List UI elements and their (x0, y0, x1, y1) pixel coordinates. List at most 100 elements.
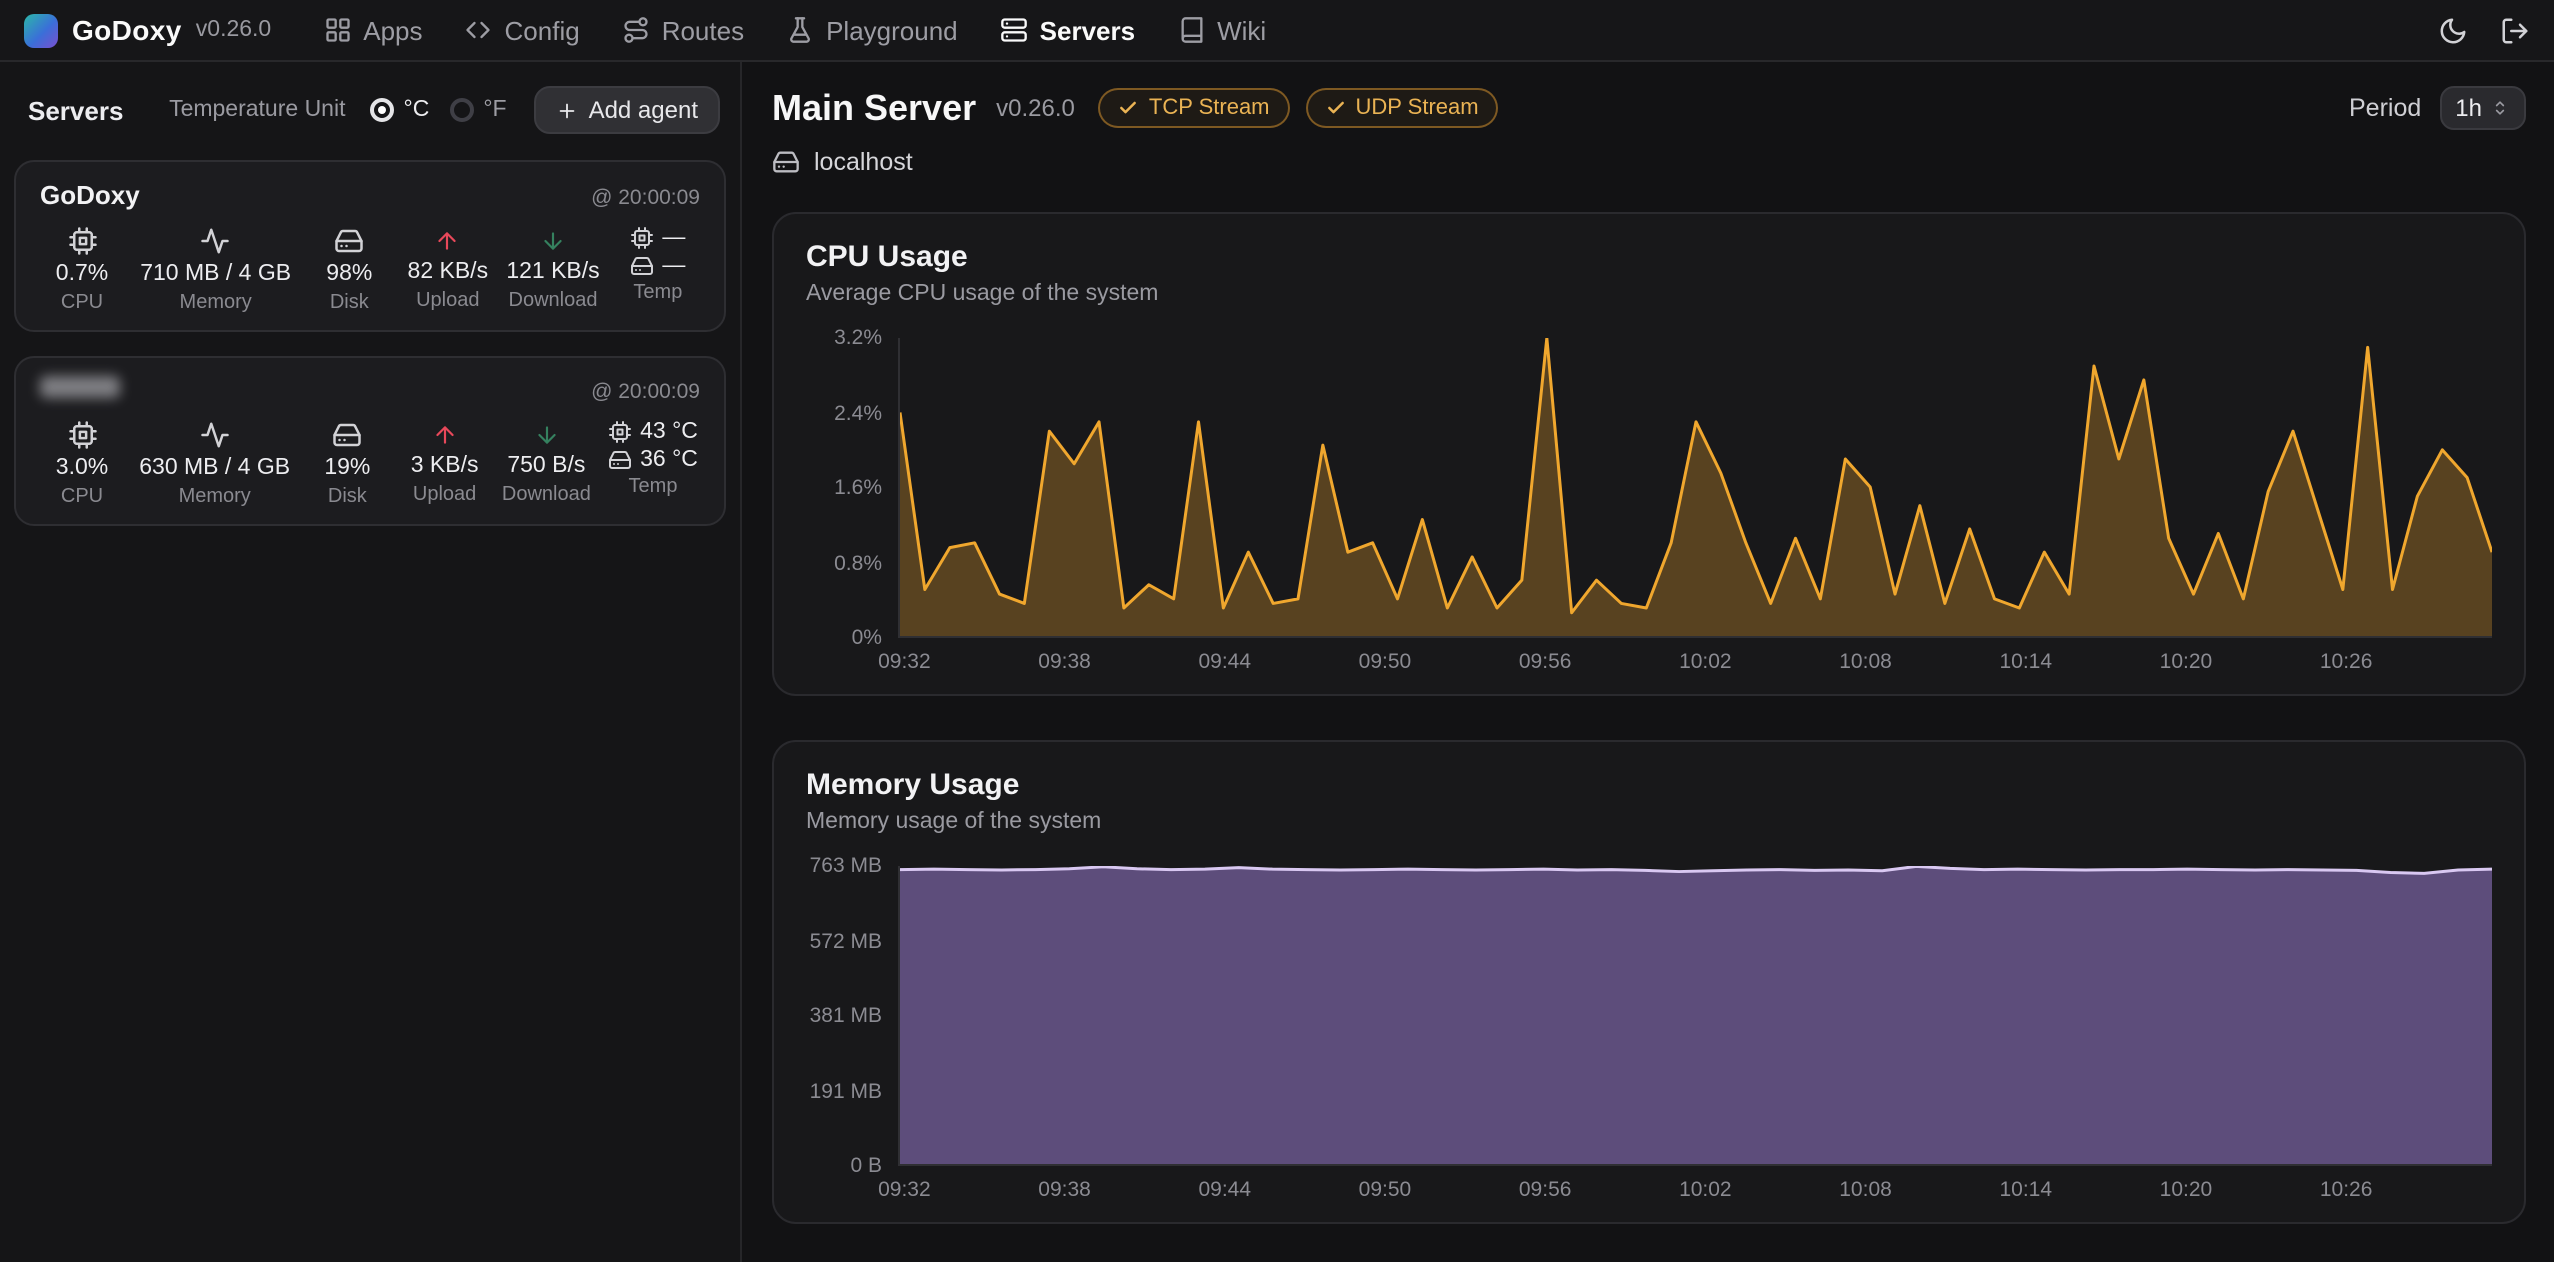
nav-item-config[interactable]: Config (465, 15, 580, 45)
servers-sidebar: Servers Temperature Unit °C °F Add agent (0, 62, 742, 1262)
nav-item-routes[interactable]: Routes (622, 15, 744, 45)
server-card-redacted[interactable]: @ 20:00:09 3.0% CPU 630 MB / 4 GB Memory (14, 356, 726, 526)
cpu-chart-yaxis: 3.2% 2.4% 1.6% 0.8% 0% (834, 326, 882, 650)
memory-value: 630 MB / 4 GB (139, 456, 291, 480)
nav-label-servers: Servers (1039, 15, 1136, 45)
route-icon (622, 16, 650, 44)
godoxy-logo-icon (24, 13, 58, 47)
server-card-list: GoDoxy @ 20:00:09 0.7% CPU 710 MB / 4 GB… (0, 134, 740, 526)
disk-temp-row: — (630, 254, 685, 278)
upload-label: Upload (416, 290, 480, 312)
stat-upload: 82 KB/s Upload (407, 226, 489, 312)
temp-label: Temp (628, 476, 678, 498)
brand[interactable]: GoDoxy v0.26.0 (24, 13, 271, 47)
disk-temp-row: 36 °C (608, 448, 698, 472)
download-value: 750 B/s (507, 454, 586, 478)
upload-value: 82 KB/s (407, 260, 489, 284)
server-card-header: @ 20:00:09 (40, 376, 700, 404)
nav-item-playground[interactable]: Playground (786, 15, 958, 45)
hard-drive-icon (608, 448, 632, 472)
disk-value: 98% (326, 262, 373, 286)
disk-temp-value: 36 °C (640, 448, 698, 472)
nav-label-routes: Routes (661, 15, 745, 45)
memory-label: Memory (178, 486, 251, 508)
disk-temp-value: — (662, 254, 686, 278)
activity-icon (200, 420, 230, 450)
cpu-temp-value: — (662, 226, 686, 250)
period-label: Period (2349, 94, 2422, 122)
memory-chart-xaxis: 09:32 09:38 09:44 09:50 09:56 10:02 10:08 10:14… (878, 1178, 2373, 1202)
cpu-chip-icon (608, 420, 632, 444)
upload-value: 3 KB/s (410, 454, 479, 478)
stat-temp: — — Temp (618, 226, 698, 304)
hard-drive-icon (630, 254, 654, 278)
plus-icon (557, 99, 579, 121)
download-label: Download (508, 290, 598, 312)
memory-chart: 763 MB 572 MB 381 MB 191 MB 0 B 09:32 09:38 09… (806, 854, 2492, 1206)
server-name: GoDoxy (40, 180, 140, 210)
server-stats-row: 0.7% CPU 710 MB / 4 GB Memory 98% Disk (40, 226, 700, 314)
flask-icon (786, 16, 814, 44)
stream-badges: TCP Stream UDP Stream (1098, 88, 1499, 128)
cpu-temp-row: — (630, 226, 685, 250)
host-name: localhost (814, 148, 913, 176)
temp-label: Temp (633, 282, 683, 304)
upload-arrow-icon (435, 228, 461, 254)
server-card-header: GoDoxy @ 20:00:09 (40, 180, 700, 210)
memory-value: 710 MB / 4 GB (140, 262, 292, 286)
celsius-label: °C (403, 98, 430, 122)
main-nav: Apps Config Routes Playground Servers Wi… (323, 15, 1266, 45)
code-icon (465, 16, 493, 44)
nav-item-servers[interactable]: Servers (1000, 15, 1135, 45)
book-icon (1177, 16, 1205, 44)
cpu-chip-icon (67, 420, 97, 450)
cpu-value: 0.7% (55, 262, 109, 286)
stat-memory: 710 MB / 4 GB Memory (140, 226, 291, 314)
brand-version: v0.26.0 (195, 18, 272, 42)
memory-usage-card: Memory Usage Memory usage of the system … (772, 740, 2526, 1224)
disk-value: 19% (324, 456, 371, 480)
sidebar-title: Servers (28, 95, 124, 125)
server-timestamp: @ 20:00:09 (591, 380, 700, 404)
navbar-actions (2438, 15, 2530, 45)
server-stats-row: 3.0% CPU 630 MB / 4 GB Memory 19% Disk (40, 420, 700, 508)
logout-icon[interactable] (2500, 15, 2530, 45)
server-name-redacted (40, 376, 120, 398)
nav-label-config: Config (504, 15, 580, 45)
temperature-unit-label: Temperature Unit (169, 98, 346, 122)
radio-dot-fahrenheit (449, 98, 474, 122)
udp-stream-label: UDP Stream (1355, 96, 1479, 120)
server-card-godoxy[interactable]: GoDoxy @ 20:00:09 0.7% CPU 710 MB / 4 GB… (14, 160, 726, 332)
nav-item-wiki[interactable]: Wiki (1177, 15, 1266, 45)
cpu-chart-title: CPU Usage (806, 240, 968, 274)
cpu-area-chart (900, 338, 2492, 636)
cpu-chart: 3.2% 2.4% 1.6% 0.8% 0% 09:32 09:38 09:44 09:50 0… (806, 326, 2492, 678)
activity-icon (201, 226, 231, 256)
cpu-value: 3.0% (55, 456, 109, 480)
add-agent-button[interactable]: Add agent (534, 86, 720, 134)
stat-upload: 3 KB/s Upload (405, 420, 485, 506)
memory-chart-title: Memory Usage (806, 768, 1020, 802)
download-arrow-icon (540, 228, 566, 254)
cpu-chip-icon (67, 226, 97, 256)
theme-toggle-moon-icon[interactable] (2438, 15, 2468, 45)
nav-label-apps: Apps (363, 15, 423, 45)
memory-chart-plot (898, 866, 2492, 1166)
host-drive-icon (772, 148, 800, 176)
period-select[interactable]: 1h (2439, 86, 2526, 130)
servers-icon (1000, 16, 1028, 44)
nav-item-apps[interactable]: Apps (323, 15, 423, 45)
stat-memory: 630 MB / 4 GB Memory (139, 420, 290, 508)
stat-cpu: 0.7% CPU (42, 226, 122, 314)
page-title: Main Server (772, 87, 977, 127)
period-control: Period 1h (2349, 86, 2526, 130)
udp-stream-badge: UDP Stream (1305, 88, 1499, 128)
fahrenheit-radio[interactable]: °F (449, 98, 507, 122)
main-panel: Main Server v0.26.0 TCP Stream UDP Strea… (744, 62, 2554, 1262)
celsius-radio[interactable]: °C (369, 98, 430, 122)
chevron-updown-icon (2490, 98, 2510, 118)
upload-arrow-icon (432, 422, 458, 448)
download-arrow-icon (533, 422, 559, 448)
stat-download: 750 B/s Download (502, 420, 591, 506)
stat-download: 121 KB/s Download (506, 226, 600, 312)
